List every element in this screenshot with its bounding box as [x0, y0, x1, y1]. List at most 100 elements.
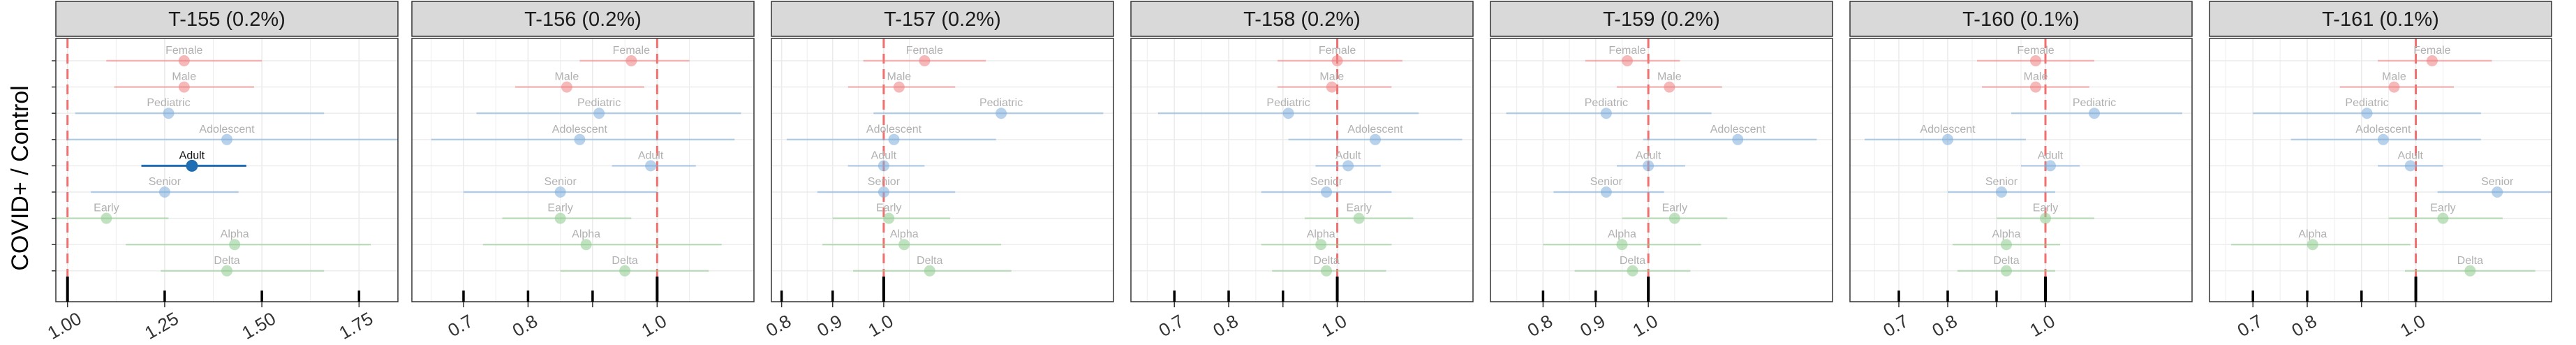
x-tick-label: 1.0	[2397, 310, 2429, 341]
panel-strip	[1130, 1, 1474, 37]
point-label: Delta	[214, 255, 239, 267]
point-label: Adolescent	[199, 124, 255, 135]
plot-area	[771, 38, 1113, 302]
point-marker	[186, 159, 198, 172]
point-marker	[919, 55, 931, 66]
point-marker	[1600, 108, 1612, 119]
x-tick-label: 1.00	[44, 308, 85, 344]
data-point-adult: Adult	[1616, 149, 1685, 172]
point-marker	[2361, 108, 2373, 119]
point-label: Male	[1319, 71, 1344, 83]
point-marker	[163, 108, 175, 119]
x-tick-label: 0.8	[509, 310, 541, 341]
data-point-senior: Senior	[1553, 176, 1664, 198]
point-marker	[2040, 212, 2051, 224]
y-axis-ticks	[52, 60, 56, 272]
point-marker	[1326, 81, 1338, 93]
point-label: Alpha	[572, 228, 600, 240]
data-point-pediatric: Pediatric	[2011, 97, 2182, 119]
data-point-female: Female	[1278, 45, 1402, 66]
point-marker	[229, 239, 241, 251]
point-label: Adult	[1335, 149, 1361, 161]
point-marker	[898, 239, 910, 251]
point-label: Adolescent	[552, 124, 608, 135]
point-label: Alpha	[1608, 228, 1636, 240]
point-label: Female	[165, 45, 202, 57]
point-label: Adolescent	[1710, 124, 1766, 135]
data-point-alpha: Alpha	[822, 228, 1002, 251]
panel-strip	[1490, 1, 1833, 37]
point-marker	[924, 265, 935, 277]
data-point-adolescent: Adolescent	[786, 124, 996, 145]
data-point-early: Early	[2388, 203, 2503, 224]
point-marker	[1282, 108, 1294, 119]
point-marker	[2426, 55, 2438, 66]
point-marker	[2307, 239, 2318, 251]
point-marker	[2030, 55, 2041, 66]
data-point-alpha: Alpha	[1543, 228, 1701, 251]
panel-t-155-0-2: T-155 (0.2%) Female Male Pediatric Adolescen…	[44, 1, 399, 344]
point-label: Senior	[545, 176, 577, 188]
point-marker	[1622, 55, 1633, 66]
data-point-male: Male	[1278, 71, 1392, 93]
point-marker	[1321, 265, 1332, 277]
data-point-adolescent: Adolescent	[1865, 124, 2026, 145]
x-tick-label: 0.8	[762, 310, 794, 341]
data-point-adult: Adult	[612, 149, 696, 172]
point-marker	[626, 55, 637, 66]
data-point-early: Early	[1622, 203, 1728, 224]
data-point-pediatric: Pediatric	[873, 97, 1104, 119]
panel-border	[411, 38, 755, 302]
point-label: Female	[1608, 45, 1645, 57]
data-point-female: Female	[579, 45, 690, 66]
data-point-delta: Delta	[560, 255, 709, 277]
point-marker	[1643, 160, 1655, 172]
point-label: Alpha	[1992, 228, 2021, 240]
panel-title: T-159 (0.2%)	[1603, 8, 1720, 31]
panel-border	[1490, 38, 1833, 302]
point-marker	[221, 265, 232, 277]
point-label: Pediatric	[577, 97, 621, 109]
data-point-alpha: Alpha	[126, 228, 371, 251]
x-tick-label: 1.75	[335, 308, 376, 344]
panel-strip	[2209, 1, 2552, 37]
panel-border	[55, 38, 399, 302]
x-tick-label: 0.8	[1928, 310, 1960, 341]
data-point-adult: Adult	[1315, 149, 1381, 172]
data-point-female: Female	[1585, 45, 1680, 66]
data-point-male: Male	[1616, 71, 1722, 93]
point-label: Alpha	[221, 228, 249, 240]
data-point-pediatric: Pediatric	[75, 97, 325, 119]
point-label: Male	[555, 71, 579, 83]
point-marker	[2001, 239, 2012, 251]
x-tick-label: 1.0	[864, 310, 896, 341]
point-marker	[2089, 108, 2100, 119]
panel-title: T-160 (0.1%)	[1962, 8, 2080, 31]
point-label: Senior	[149, 176, 182, 188]
point-label: Delta	[612, 255, 637, 267]
point-label: Adult	[179, 149, 205, 161]
panel-strip	[771, 1, 1114, 37]
panel-border	[1130, 38, 1474, 302]
point-marker	[1942, 133, 1953, 145]
point-marker	[158, 186, 170, 198]
point-label: Early	[1662, 203, 1687, 214]
point-label: Senior	[2481, 176, 2514, 188]
data-point-alpha: Alpha	[2231, 228, 2411, 251]
point-label: Delta	[1620, 255, 1645, 267]
data-point-delta: Delta	[1272, 255, 1386, 277]
point-label: Female	[2413, 45, 2450, 57]
facet-panels: T-155 (0.2%) Female Male Pediatric Adolescen…	[44, 1, 2552, 344]
data-point-senior: Senior	[2437, 176, 2552, 198]
point-label: Male	[1657, 71, 1682, 83]
point-label: Delta	[2457, 255, 2483, 267]
data-point-pediatric: Pediatric	[1157, 97, 1419, 119]
data-point-delta: Delta	[1574, 255, 1691, 277]
x-tick-label: 1.50	[238, 308, 279, 344]
x-tick-label: 0.7	[1155, 310, 1187, 341]
point-marker	[1668, 212, 1680, 224]
point-label: Female	[613, 45, 650, 57]
data-point-adult: Adult	[2021, 149, 2080, 172]
data-point-adolescent: Adolescent	[431, 124, 735, 145]
